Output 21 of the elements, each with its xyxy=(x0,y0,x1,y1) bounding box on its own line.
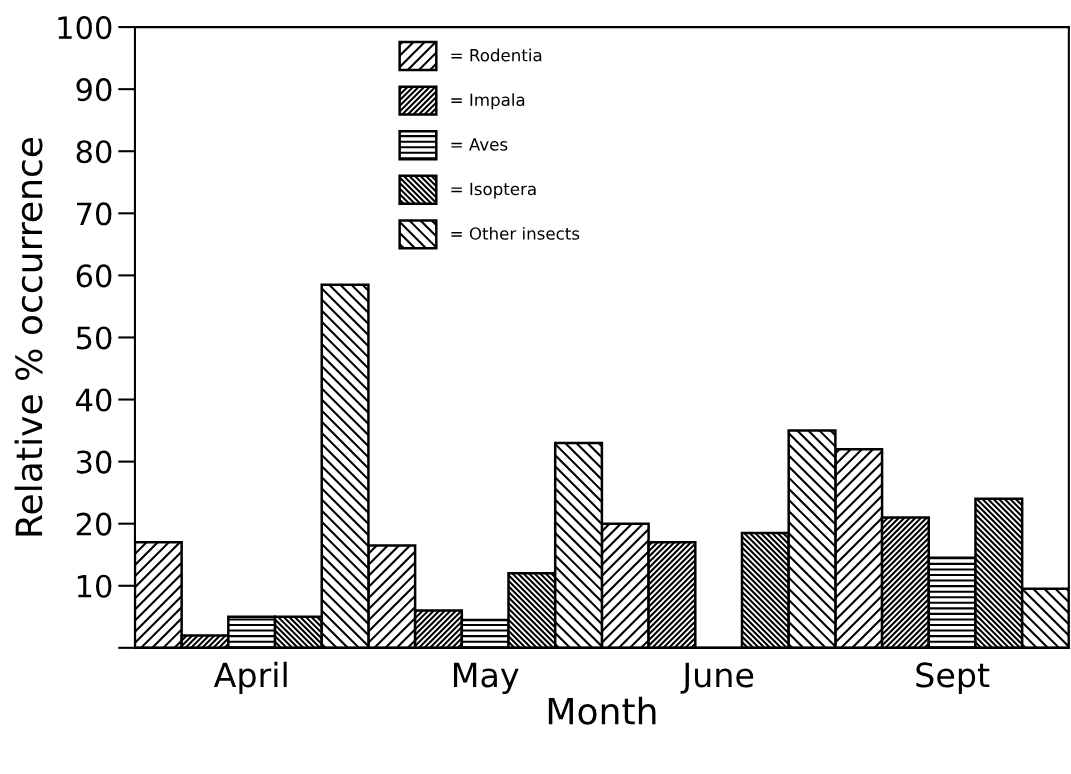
y-tick-label: 20 xyxy=(76,512,112,536)
legend-label: = Isoptera xyxy=(451,182,536,199)
x-tick-label: June xyxy=(680,662,754,694)
y-axis-title: Relative % occurrence xyxy=(14,137,43,536)
y-tick-label: 40 xyxy=(76,388,112,412)
x-tick-label: April xyxy=(213,661,287,694)
y-tick-label: 60 xyxy=(76,264,112,288)
legend-label: = Rodentia xyxy=(451,48,542,62)
y-tick-label: 30 xyxy=(76,450,112,474)
x-axis-title: Month xyxy=(548,696,656,725)
y-tick-label: 10 xyxy=(77,574,112,598)
legend-label: = Impala xyxy=(451,93,525,110)
y-tick-label: 100 xyxy=(58,16,112,40)
legend-label: = Aves xyxy=(451,138,508,151)
y-tick-label: 90 xyxy=(76,78,112,102)
y-tick-label: 70 xyxy=(77,202,112,226)
x-tick-label: Sept xyxy=(916,662,990,694)
y-tick-label: 80 xyxy=(76,140,112,164)
legend-label: = Other insects xyxy=(451,226,580,240)
x-tick-label: May xyxy=(453,662,519,694)
y-tick-label: 50 xyxy=(76,326,112,350)
